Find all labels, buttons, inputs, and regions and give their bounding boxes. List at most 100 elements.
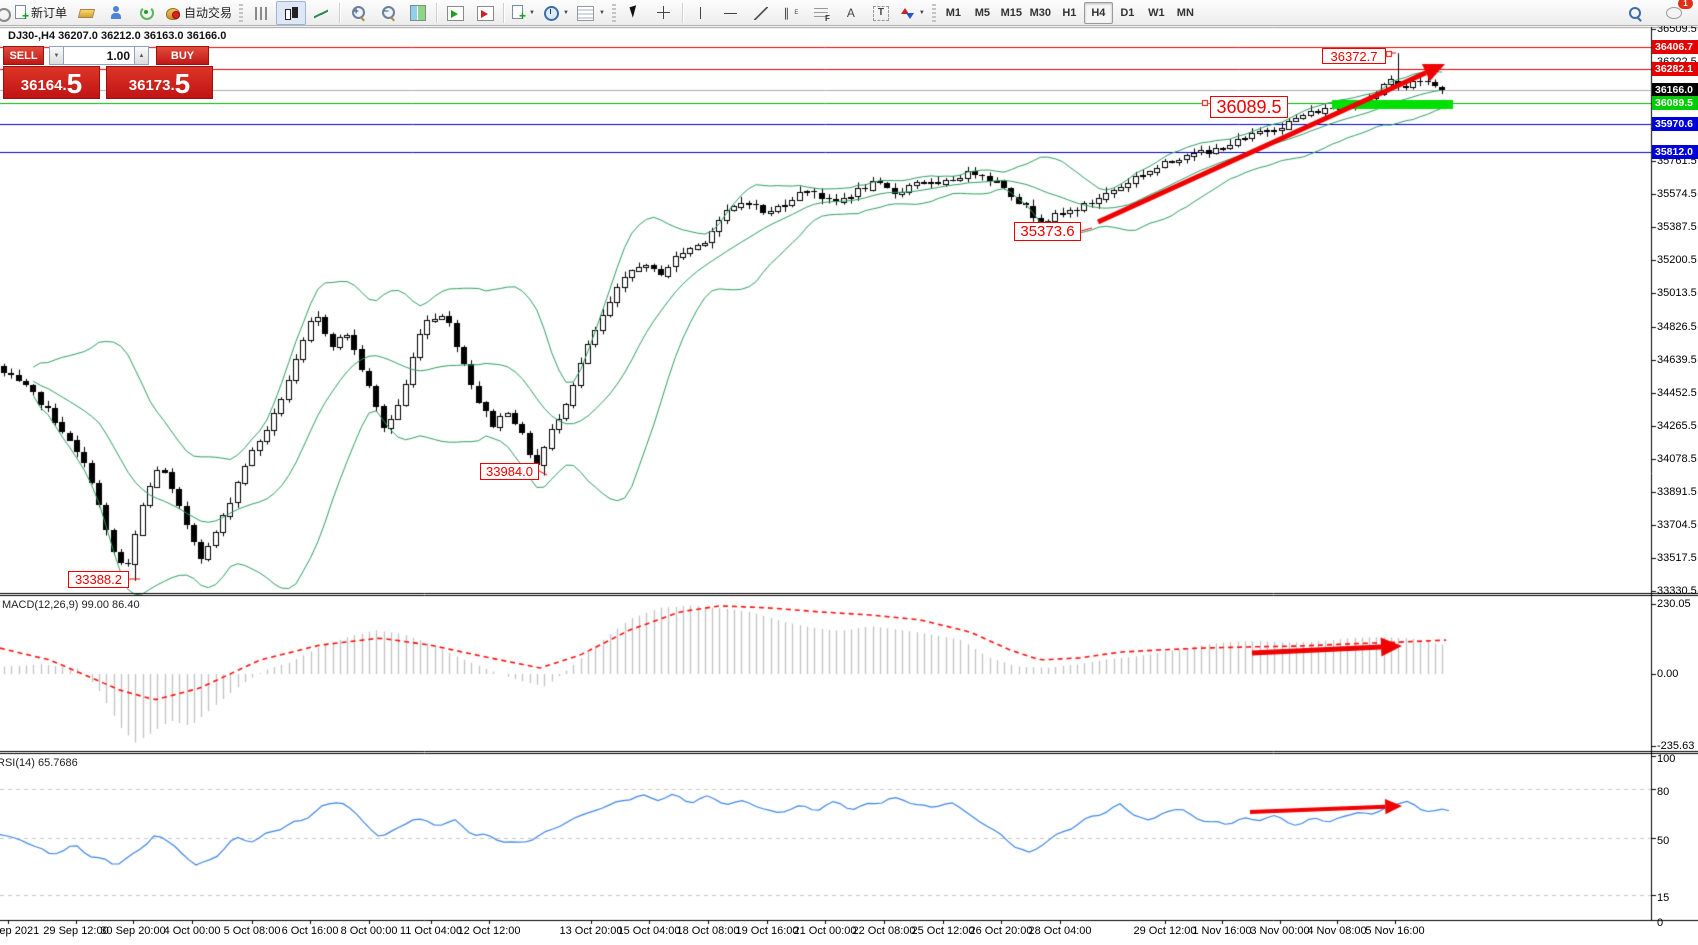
price-tick: 36509.5 [1657, 23, 1697, 35]
vertical-line-icon [696, 6, 705, 20]
community-button[interactable] [101, 1, 131, 25]
time-tick: 28 Sep 2021 [0, 925, 40, 937]
buy-price-main: 36173. [128, 77, 175, 94]
chevron-down-icon: ▼ [598, 9, 605, 16]
chat-icon [1666, 5, 1684, 20]
price-label-annotation[interactable]: 33984.0 [480, 463, 539, 480]
zoom-out-button[interactable]: − [373, 1, 403, 25]
crosshair-button[interactable] [649, 1, 679, 25]
buy-price[interactable]: 36173. 5 [106, 66, 213, 99]
price-level-badge: 35812.0 [1652, 145, 1698, 159]
time-tick: 4 Nov 08:00 [1307, 925, 1367, 937]
price-tick: 34265.5 [1657, 420, 1697, 432]
price-tick: 34826.5 [1657, 321, 1697, 333]
search-button[interactable] [1620, 1, 1650, 25]
add-indicator-icon [511, 5, 526, 23]
time-tick: 11 Oct 04:00 [399, 925, 463, 937]
price-label-annotation[interactable]: 33388.2 [68, 571, 129, 588]
channel-sub-label: E [794, 9, 799, 16]
zoom-in-button[interactable]: + [343, 1, 373, 25]
timeframe-m1[interactable]: M1 [945, 6, 961, 19]
gold-bar-icon [79, 5, 94, 20]
toolbar-right: 1 [1620, 0, 1696, 25]
price-label-annotation[interactable]: 36089.5 [1210, 96, 1288, 118]
timeframe-mn[interactable]: MN [1176, 6, 1194, 19]
cursor-button[interactable] [619, 1, 649, 25]
timeframe-d1[interactable]: D1 [1120, 6, 1135, 19]
toolbar-separator [339, 2, 341, 23]
add-indicator-button[interactable]: ▼ [507, 1, 539, 25]
timeframe-w1[interactable]: W1 [1148, 6, 1165, 19]
autotrade-button[interactable]: 自动交易 [161, 1, 236, 25]
gold-button[interactable] [71, 1, 101, 25]
shapes-icon [900, 6, 914, 20]
candlestick-chart-button[interactable] [276, 0, 307, 25]
notifications-button[interactable]: 1 [1660, 0, 1693, 25]
volume-increase-button[interactable]: ▲ [134, 46, 149, 65]
zoom-out-icon: − [381, 5, 396, 20]
tile-windows-button[interactable] [403, 1, 433, 25]
price-tick: 35200.5 [1657, 254, 1697, 266]
toolbar-grip [239, 3, 244, 22]
cursor-icon [628, 6, 640, 20]
timeframe-h4[interactable]: H4 [1083, 1, 1113, 24]
toolbar-separator [503, 2, 505, 23]
horizontal-line-button[interactable] [716, 1, 746, 25]
text-label-button[interactable]: T [866, 1, 896, 25]
toolbar-separator [681, 2, 683, 23]
price-label-annotation[interactable]: 36372.7 [1322, 48, 1386, 64]
symbol-title: DJ30-,H4 36207.0 36212.0 36163.0 36166.0 [8, 30, 227, 42]
timeframe-m30[interactable]: M30 [1029, 6, 1052, 19]
rsi-tick: 80 [1657, 786, 1670, 798]
indicator-window-button[interactable] [440, 1, 470, 25]
search-icon [1627, 5, 1643, 21]
time-tick: 12 Oct 12:00 [457, 925, 521, 937]
price-tick: 35387.5 [1657, 221, 1697, 233]
price-tick: 34452.5 [1657, 387, 1697, 399]
trendline-button[interactable] [746, 1, 776, 25]
crosshair-icon [656, 5, 671, 20]
timeframe-m5[interactable]: M5 [974, 6, 990, 19]
buy-price-pips: 5 [174, 68, 191, 99]
fibonacci-icon: F [813, 7, 830, 23]
autotrade-icon [165, 5, 181, 20]
line-chart-button[interactable] [306, 1, 336, 25]
sell-button[interactable]: SELL [3, 46, 44, 65]
buy-button[interactable]: BUY [156, 46, 209, 65]
volume-input[interactable] [64, 46, 134, 65]
macd-tick: -235.63 [1657, 740, 1695, 752]
new-order-label: 新订单 [31, 6, 68, 20]
vertical-line-button[interactable] [686, 1, 716, 25]
price-tick: 33330.5 [1657, 585, 1697, 597]
rsi-indicator-label: RSI(14) 65.7686 [0, 757, 78, 769]
template-button[interactable]: ▼ [573, 1, 609, 25]
new-order-icon [14, 5, 29, 23]
price-level-badge: 36166.0 [1652, 83, 1698, 97]
price-tick: 33517.5 [1657, 552, 1697, 564]
trendline-icon [753, 6, 768, 20]
channel-button[interactable]: ∥ E [776, 1, 806, 25]
text-tool-icon: A [846, 5, 855, 20]
sell-price[interactable]: 36164. 5 [3, 66, 100, 99]
arrows-button[interactable]: ▼ [896, 1, 929, 25]
timeframe-h1[interactable]: H1 [1062, 6, 1077, 19]
time-tick: 5 Oct 08:00 [223, 925, 281, 937]
new-order-button[interactable]: 新订单 [10, 1, 71, 25]
chevron-down-icon: ▼ [918, 9, 925, 16]
indicator-window-2-button[interactable] [470, 1, 500, 25]
price-level-badge: 36282.1 [1652, 62, 1698, 76]
bar-chart-button[interactable] [246, 1, 276, 25]
channel-icon: ∥ [783, 5, 790, 20]
period-button[interactable]: ▼ [539, 1, 573, 25]
text-button[interactable]: A [836, 1, 866, 25]
price-label-annotation[interactable]: 35373.6 [1014, 222, 1081, 241]
volume-decrease-button[interactable]: ▼ [49, 46, 64, 65]
price-tick: 33704.5 [1657, 519, 1697, 531]
timeframe-m15[interactable]: M15 [1000, 6, 1023, 19]
fibonacci-button[interactable]: F [806, 1, 836, 25]
time-tick: 29 Sep 12:00 [43, 925, 109, 937]
time-tick: 28 Oct 04:00 [1028, 925, 1092, 937]
signals-button[interactable] [131, 1, 161, 25]
